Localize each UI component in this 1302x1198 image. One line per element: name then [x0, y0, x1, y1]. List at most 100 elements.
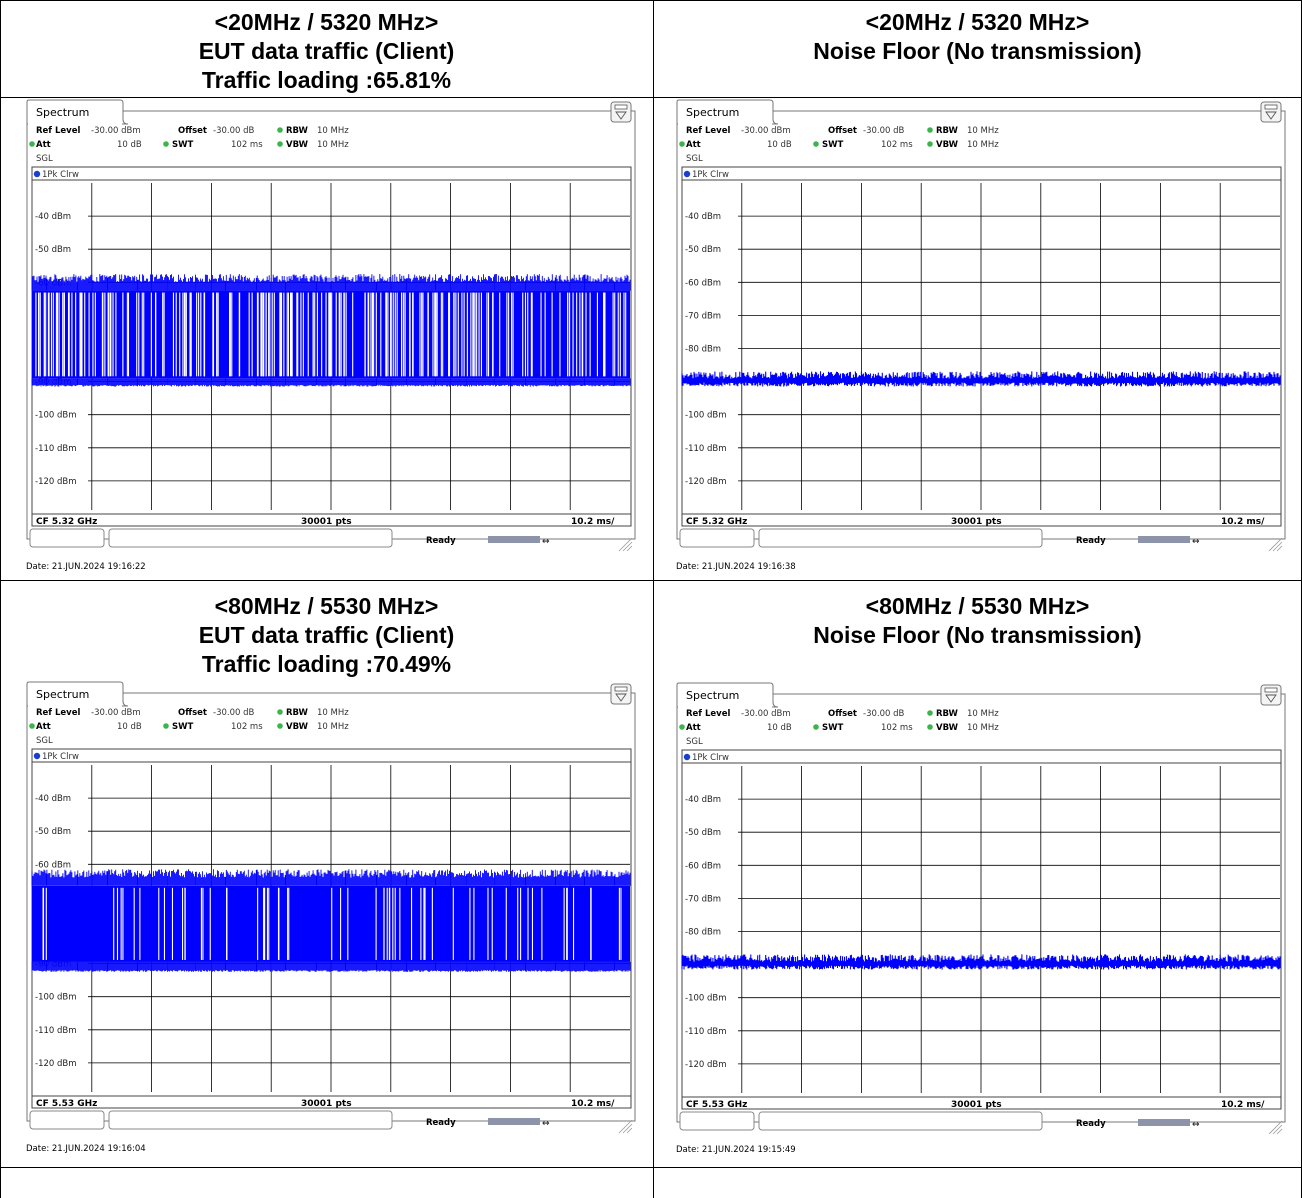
- ref-level-label: Ref Level: [36, 708, 80, 718]
- tab-label: Spectrum: [686, 106, 739, 119]
- att-value: 10 dB: [767, 140, 792, 150]
- graph-frame: [681, 749, 1282, 1110]
- center-frequency: CF 5.32 GHz: [686, 517, 747, 527]
- att-value: 10 dB: [117, 722, 142, 732]
- ref-level-value: -30.00 dBm: [91, 126, 141, 136]
- offset-value: -30.00 dB: [863, 126, 904, 136]
- ref-level-label: Ref Level: [686, 709, 730, 719]
- cell-heading: <20MHz / 5320 MHz> Noise Floor (No trans…: [653, 8, 1302, 66]
- tab-label: Spectrum: [686, 689, 739, 702]
- sweep-points: 30001 pts: [951, 1100, 1002, 1110]
- spectrum-tab: [676, 682, 779, 708]
- vbw-label: VBW: [936, 140, 959, 150]
- vbw-indicator-icon: [927, 724, 933, 730]
- center-frequency: CF 5.53 GHz: [36, 1099, 97, 1109]
- rbw-value: 10 MHz: [317, 126, 349, 136]
- progress-bar: [1138, 536, 1190, 543]
- capture-date: Date: 21.JUN.2024 19:16:38: [676, 562, 796, 572]
- time-per-division: 10.2 ms/: [571, 1099, 615, 1109]
- vbw-indicator-icon: [927, 141, 933, 147]
- table-row-divider: [0, 97, 1302, 98]
- resize-grip-icon: [1268, 537, 1283, 552]
- vbw-value: 10 MHz: [317, 140, 349, 150]
- sweep-mode: SGL: [36, 154, 53, 164]
- sweep-mode: SGL: [686, 737, 703, 747]
- y-tick-label: -110 dBm: [685, 1027, 727, 1037]
- y-tick-label: -70 dBm: [685, 311, 721, 321]
- rbw-value: 10 MHz: [317, 708, 349, 718]
- resize-grip-icon: [1268, 1120, 1283, 1135]
- heading-line: <20MHz / 5320 MHz>: [214, 9, 439, 35]
- heading-line: Noise Floor (No transmission): [813, 38, 1142, 64]
- analyzer-svg: Spectrum Ref Level -30.00 dBm Offset -30.00 …: [676, 682, 1286, 1155]
- graph-frame: [681, 166, 1282, 527]
- table-border-top: [0, 0, 1302, 1]
- trace-path: [31, 869, 631, 972]
- trace-series: [681, 371, 1281, 387]
- swt-indicator-icon: [813, 141, 819, 147]
- sweep-mode: SGL: [686, 154, 703, 164]
- trace-series: [31, 869, 631, 972]
- trace-indicator-icon: [33, 170, 41, 178]
- trace-indicator-icon: [33, 752, 41, 760]
- y-tick-label: -120 dBm: [35, 477, 77, 487]
- y-tick-label: -40 dBm: [685, 212, 721, 222]
- swt-indicator-icon: [163, 723, 169, 729]
- swt-label: SWT: [822, 723, 843, 733]
- offset-label: Offset: [178, 708, 207, 718]
- y-tick-label: -100 dBm: [35, 993, 77, 1003]
- att-value: 10 dB: [117, 140, 142, 150]
- vbw-indicator-icon: [277, 141, 283, 147]
- rbw-value: 10 MHz: [967, 126, 999, 136]
- att-indicator-icon: [29, 141, 35, 147]
- y-tick-label: -110 dBm: [35, 444, 77, 454]
- y-tick-label: -80 dBm: [685, 345, 721, 355]
- trace-label: 1Pk Clrw: [42, 752, 79, 762]
- spectrum-tab: [26, 99, 129, 125]
- center-frequency: CF 5.53 GHz: [686, 1100, 747, 1110]
- heading-line: Traffic loading :65.81%: [201, 67, 452, 93]
- offset-value: -30.00 dB: [863, 709, 904, 719]
- spectrum-tab: [676, 99, 779, 125]
- ref-level-value: -30.00 dBm: [741, 709, 791, 719]
- y-tick-label: -50 dBm: [685, 828, 721, 838]
- dropdown-triangle-icon: [1265, 694, 1277, 703]
- progress-bar: [488, 536, 540, 543]
- capture-date: Date: 21.JUN.2024 19:15:49: [676, 1145, 796, 1155]
- y-tick-label: -50 dBm: [35, 245, 71, 255]
- rbw-label: RBW: [286, 126, 309, 136]
- att-label: Att: [36, 722, 51, 732]
- resize-grip-icon: [618, 1119, 633, 1134]
- capture-date: Date: 21.JUN.2024 19:16:22: [26, 562, 146, 572]
- vbw-value: 10 MHz: [967, 140, 999, 150]
- att-value: 10 dB: [767, 723, 792, 733]
- resize-grip-icon: [618, 537, 633, 552]
- progress-bar: [1138, 1119, 1190, 1126]
- status-message-field: [108, 528, 393, 548]
- swt-value: 102 ms: [881, 723, 913, 733]
- trace-series: [31, 274, 631, 387]
- sweep-mode: SGL: [36, 736, 53, 746]
- heading-line: EUT data traffic (Client): [198, 38, 455, 64]
- offset-value: -30.00 dB: [213, 126, 254, 136]
- cell-heading: <80MHz / 5530 MHz> Noise Floor (No trans…: [653, 592, 1302, 650]
- trace-label: 1Pk Clrw: [692, 170, 729, 180]
- settings-icon-bar: [614, 104, 628, 110]
- sweep-points: 30001 pts: [301, 517, 352, 527]
- sweep-points: 30001 pts: [301, 1099, 352, 1109]
- table-row-divider: [0, 1167, 1302, 1168]
- trace-band: [32, 885, 630, 962]
- analyzer-svg: Spectrum Ref Level -30.00 dBm Offset -30.00 …: [676, 99, 1286, 572]
- rbw-indicator-icon: [927, 127, 933, 133]
- y-tick-label: -40 dBm: [35, 794, 71, 804]
- y-tick-label: -50 dBm: [685, 245, 721, 255]
- y-tick-label: -100 dBm: [685, 994, 727, 1004]
- spectrum-analyzer-screen: Spectrum Ref Level -30.00 dBm Offset -30.00 …: [26, 99, 636, 572]
- spectrum-analyzer-screen: Spectrum Ref Level -30.00 dBm Offset -30.00 …: [676, 99, 1286, 572]
- att-label: Att: [36, 140, 51, 150]
- remote-icon: ↔: [1192, 537, 1200, 547]
- dropdown-triangle-icon: [1265, 111, 1277, 120]
- y-tick-label: -60 dBm: [685, 861, 721, 871]
- swt-value: 102 ms: [881, 140, 913, 150]
- status-ready: Ready: [1076, 1119, 1106, 1129]
